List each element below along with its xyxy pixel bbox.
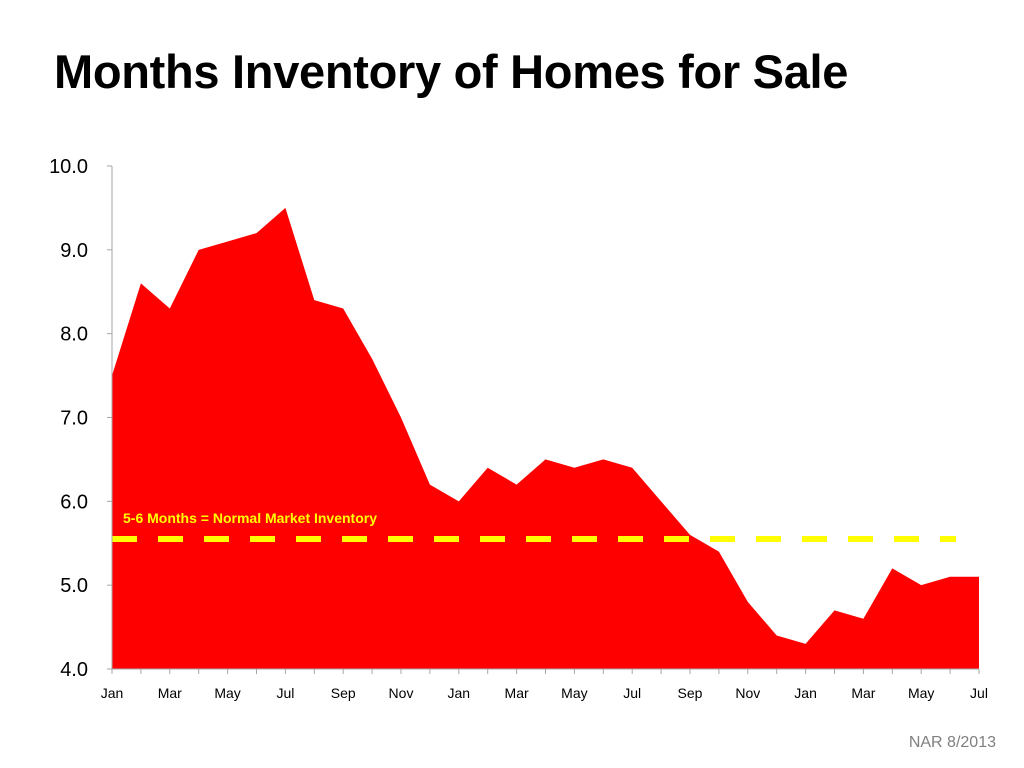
x-tick-label: Jul (970, 685, 988, 701)
x-tick-label: Jan (448, 685, 471, 701)
y-tick-label: 7.0 (60, 408, 88, 430)
x-tick-label: May (561, 685, 587, 701)
x-tick-label: Nov (389, 685, 414, 701)
y-tick-label: 8.0 (60, 324, 88, 346)
source-note: NAR 8/2013 (908, 734, 996, 751)
y-tick-label: 10.0 (49, 156, 88, 178)
y-tick-label: 4.0 (60, 659, 88, 681)
x-tick-label: Jul (623, 685, 641, 701)
x-tick-label: Jul (276, 685, 294, 701)
x-tick-label: Nov (735, 685, 760, 701)
x-tick-label: May (908, 685, 934, 701)
x-tick-label: Sep (331, 685, 356, 701)
x-tick-label: Mar (158, 685, 182, 701)
x-tick-label: Mar (505, 685, 529, 701)
area-chart: 5-6 Months = Normal Market Inventory 4.0… (49, 156, 988, 701)
reference-line-label: 5-6 Months = Normal Market Inventory (123, 510, 377, 526)
x-tick-label: May (214, 685, 240, 701)
y-tick-label: 5.0 (60, 575, 88, 597)
y-tick-label: 9.0 (60, 240, 88, 262)
chart-title: Months Inventory of Homes for Sale (54, 45, 849, 98)
inventory-area-series (112, 207, 979, 670)
x-tick-label: Sep (678, 685, 703, 701)
x-tick-label: Jan (101, 685, 124, 701)
y-tick-label: 6.0 (60, 491, 88, 513)
x-tick-label: Jan (794, 685, 817, 701)
x-tick-label: Mar (851, 685, 875, 701)
